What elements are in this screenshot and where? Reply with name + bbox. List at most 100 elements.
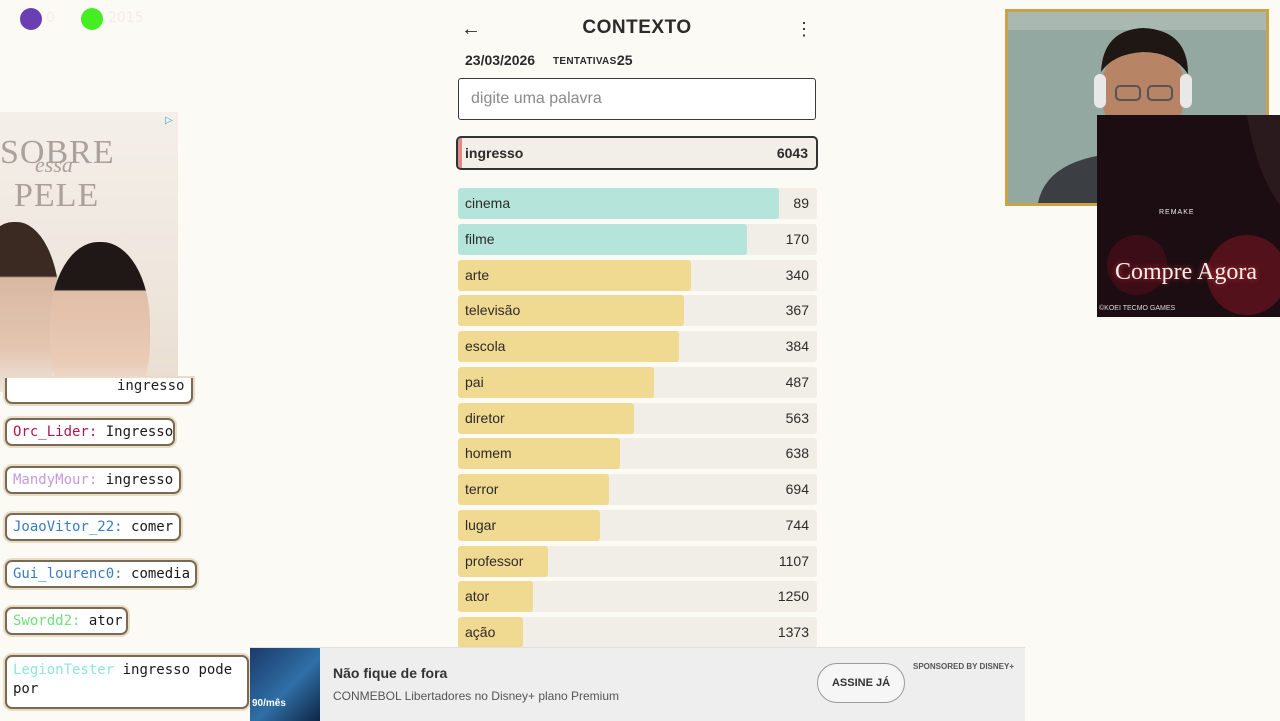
guess-word: diretor bbox=[465, 409, 505, 426]
guess-word: escola bbox=[465, 338, 506, 354]
chat-username[interactable]: LegionTester bbox=[13, 662, 115, 678]
chat-message: Swordd2: ator bbox=[5, 607, 128, 635]
chat-message: JoaoVitor_22: comer bbox=[5, 513, 181, 541]
guess-row: televisão 367 bbox=[458, 295, 817, 327]
guess-rank: 384 bbox=[785, 338, 809, 354]
chat-text: ingresso pode por bbox=[13, 662, 233, 697]
guess-row: escola 384 bbox=[458, 331, 817, 362]
ad-brand: ©KOEI TECMO GAMES bbox=[1099, 305, 1176, 312]
subscribe-button[interactable]: ASSINE JÁ bbox=[817, 663, 905, 703]
guess-rank: 340 bbox=[785, 266, 809, 283]
guess-row: lugar 744 bbox=[458, 509, 817, 541]
guess-rank: 89 bbox=[793, 195, 809, 211]
guess-row: ação 1373 bbox=[458, 617, 817, 648]
guess-rank: 487 bbox=[785, 373, 809, 390]
guess-row: arte 340 bbox=[458, 259, 817, 291]
chat-message: ingresso bbox=[5, 378, 193, 404]
guess-proximity-bar bbox=[458, 545, 548, 577]
guess-row: filme 170 bbox=[458, 223, 817, 255]
ad-artwork-image bbox=[1097, 115, 1280, 317]
guess-row: terror 694 bbox=[458, 474, 817, 505]
indicator-green-count: 2015 bbox=[108, 10, 144, 26]
last-guess-row: ingresso 6043 bbox=[456, 136, 818, 170]
page-title: CONTEXTO bbox=[582, 17, 692, 38]
chat-username[interactable]: Orc_Lider: bbox=[13, 424, 98, 440]
guess-word: lugar bbox=[465, 516, 497, 533]
game-date: 23/03/2026 bbox=[465, 52, 536, 68]
chat-text: ator bbox=[88, 613, 123, 629]
guess-word: pai bbox=[465, 373, 484, 390]
guess-proximity-bar bbox=[458, 295, 685, 327]
ad-choices-icon[interactable]: ▷ bbox=[165, 115, 173, 126]
guess-rank: 638 bbox=[785, 445, 809, 462]
guess-row: cinema 89 bbox=[458, 188, 817, 219]
chat-text: comer bbox=[131, 519, 174, 535]
chat-message: Orc_Lider: Ingresso bbox=[5, 418, 175, 446]
indicator-green-dot bbox=[81, 8, 103, 30]
guess-proximity-bar bbox=[458, 331, 679, 362]
attempts-count: 25 bbox=[617, 52, 633, 68]
guess-proximity-bar bbox=[458, 581, 534, 613]
indicator-purple-dot bbox=[20, 8, 42, 30]
ad-person-image bbox=[50, 242, 150, 392]
banner-thumb-price: 90/mês bbox=[252, 698, 286, 709]
guess-word: filme bbox=[465, 230, 495, 247]
right-advertisement[interactable]: REMAKE Compre Agora ©KOEI TECMO GAMES bbox=[1097, 115, 1280, 317]
guess-proximity-bar bbox=[458, 438, 620, 470]
last-guess-word: ingresso bbox=[465, 145, 524, 161]
indicator-purple-count: 0 bbox=[46, 10, 55, 26]
last-guess-fill bbox=[458, 138, 462, 168]
ad-cta-text[interactable]: Compre Agora bbox=[1115, 259, 1257, 285]
guess-proximity-bar bbox=[458, 509, 600, 541]
ad-title-line3: PELE bbox=[14, 177, 100, 214]
bottom-banner-ad[interactable]: 90/mês Não fique de fora CONMEBOL Libert… bbox=[250, 647, 1025, 721]
chat-username[interactable]: Swordd2: bbox=[13, 613, 81, 629]
left-advertisement[interactable]: ▷ SOBRE essa PELE bbox=[0, 112, 178, 392]
banner-thumbnail: 90/mês bbox=[250, 648, 320, 721]
guess-proximity-bar bbox=[458, 223, 747, 255]
sponsor-label: SPONSORED BY DISNEY+ bbox=[913, 662, 1014, 671]
guess-rank: 367 bbox=[785, 302, 809, 319]
chat-username[interactable]: Gui_lourenc0: bbox=[13, 566, 123, 582]
chat-username[interactable]: JoaoVitor_22: bbox=[13, 519, 123, 535]
guess-proximity-bar bbox=[458, 188, 780, 219]
guess-rank: 170 bbox=[785, 230, 809, 247]
guess-rank: 1373 bbox=[777, 624, 809, 640]
attempts-label: TENTATIVAS: bbox=[553, 56, 621, 67]
ad-title-line2: essa bbox=[35, 152, 73, 177]
chat-text: ingresso bbox=[105, 472, 174, 488]
guess-rank: 694 bbox=[785, 481, 809, 497]
chat-username[interactable]: MandyMour: bbox=[13, 472, 98, 488]
guess-word: arte bbox=[465, 266, 490, 283]
guess-word: ator bbox=[465, 588, 490, 605]
back-arrow-icon[interactable]: ← bbox=[461, 18, 481, 40]
guess-word: ação bbox=[465, 624, 496, 640]
chat-message: MandyMour: ingresso bbox=[5, 466, 181, 494]
more-options-icon[interactable]: ⋮ bbox=[795, 19, 813, 39]
guess-proximity-bar bbox=[458, 617, 523, 648]
banner-headline: Não fique de fora bbox=[333, 665, 448, 681]
guess-word: terror bbox=[465, 481, 499, 497]
guess-row: professor 1107 bbox=[458, 545, 817, 577]
guess-word: homem bbox=[465, 445, 512, 462]
guess-row: homem 638 bbox=[458, 438, 817, 470]
last-guess-rank: 6043 bbox=[776, 145, 808, 161]
guess-rank: 1107 bbox=[778, 552, 809, 569]
banner-subtext: CONMEBOL Libertadores no Disney+ plano P… bbox=[333, 689, 620, 703]
ad-title-line1: SOBRE bbox=[0, 134, 115, 171]
guess-row: pai 487 bbox=[458, 366, 817, 398]
chat-message: LegionTester ingresso pode por bbox=[5, 655, 249, 709]
guess-row: ator 1250 bbox=[458, 581, 817, 613]
guess-proximity-bar bbox=[458, 402, 634, 434]
guess-input[interactable] bbox=[458, 78, 816, 120]
guess-word: cinema bbox=[465, 195, 511, 211]
chat-message: Gui_lourenc0: comedia bbox=[5, 560, 197, 588]
guess-word: televisão bbox=[465, 302, 521, 319]
chat-text: comedia bbox=[131, 566, 191, 582]
guess-rank: 1250 bbox=[777, 588, 809, 605]
guess-list: cinema 89 filme 170 arte 340 televisão 367 escol… bbox=[458, 188, 817, 653]
guess-word: professor bbox=[465, 552, 524, 569]
ad-tag: REMAKE bbox=[1159, 209, 1195, 216]
guess-rank: 744 bbox=[785, 516, 809, 533]
chat-text: Ingresso bbox=[105, 424, 174, 440]
